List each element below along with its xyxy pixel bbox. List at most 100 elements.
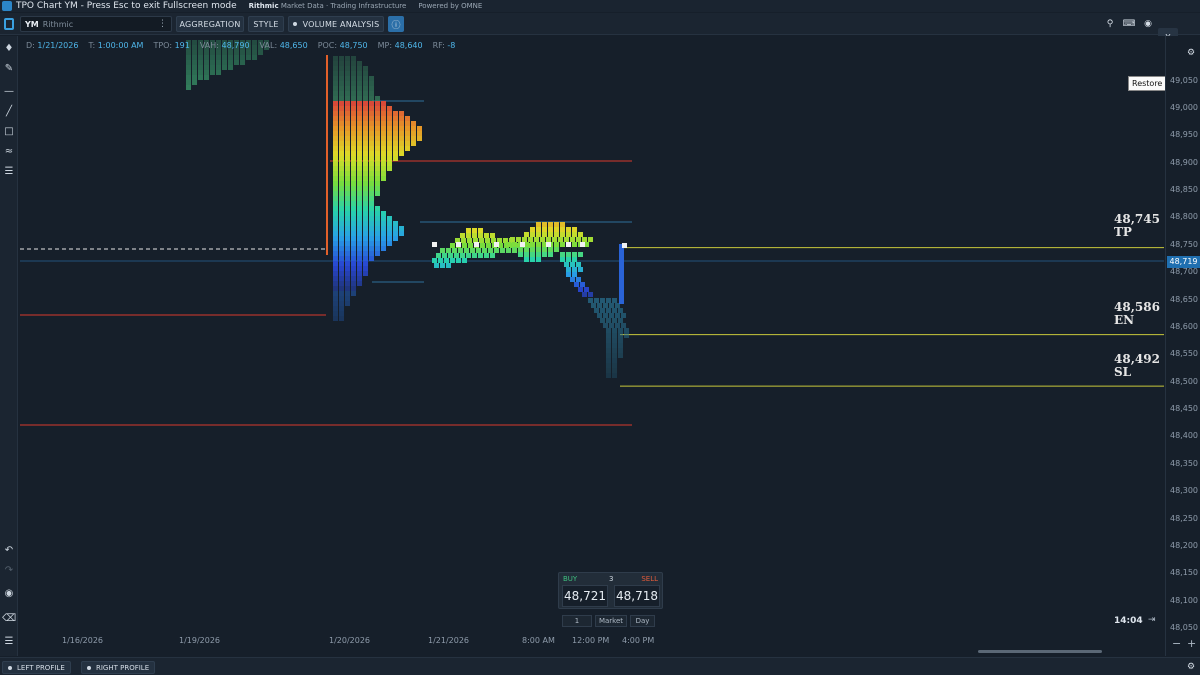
tpo-block [375, 221, 380, 226]
scroll-to-end-icon[interactable]: ⇥ [1148, 615, 1156, 625]
keyboard-icon[interactable]: ⌨ [1122, 19, 1136, 29]
bullet-icon [292, 22, 297, 26]
zoom-search-icon[interactable]: ⚲ [1106, 19, 1114, 29]
tpo-block [333, 126, 338, 131]
tpo-block [363, 266, 368, 271]
zoom-in-icon[interactable]: + [1187, 637, 1197, 650]
tpo-block [198, 65, 203, 70]
sell-price-button[interactable]: 48,718 [614, 585, 660, 607]
symbol-selector[interactable]: YM Rithmic ⋮ [20, 16, 172, 32]
price-tick-label: 48,100 [1170, 595, 1198, 605]
tpo-block [375, 151, 380, 156]
mouse-icon[interactable]: ◉ [1144, 19, 1152, 29]
volume-analysis-label: VOLUME ANALYSIS [302, 19, 380, 29]
pencil-icon[interactable]: ✎ [4, 62, 14, 74]
tpo-block [204, 60, 209, 65]
fibonacci-icon[interactable]: ≈ [4, 145, 14, 157]
symbol-name: YM [25, 19, 39, 29]
quantity-input[interactable]: 1 [562, 615, 592, 627]
chart-svg[interactable] [19, 36, 1165, 656]
tpo-block [478, 233, 483, 238]
style-button[interactable]: STYLE [248, 16, 284, 32]
horizontal-scrollbar[interactable] [978, 650, 1102, 653]
price-tick-label: 48,600 [1170, 321, 1198, 331]
brand-rithmic: Rithmic Market Data · Trading Infrastruc… [248, 2, 407, 10]
volume-analysis-button[interactable]: VOLUME ANALYSIS [288, 16, 384, 32]
tpo-block [345, 146, 350, 151]
tpo-block [387, 126, 392, 131]
settings-icon[interactable]: ⚙ [1186, 48, 1196, 58]
more-vertical-icon[interactable]: ⋮ [158, 19, 167, 29]
tpo-block [339, 246, 344, 251]
bell-icon[interactable]: ♦ [4, 42, 14, 54]
tif-select[interactable]: Day [630, 615, 655, 627]
zoom-out-icon[interactable]: − [1172, 637, 1182, 650]
tpo-block [476, 248, 481, 253]
aggregation-button[interactable]: AGGREGATION [176, 16, 244, 32]
tpo-block [363, 176, 368, 181]
tpo-block [560, 222, 565, 227]
left-profile-button[interactable]: LEFT PROFILE [2, 661, 71, 674]
tpo-block [615, 313, 620, 318]
tpo-block [333, 276, 338, 281]
tpo-block [381, 166, 386, 171]
tpo-block [204, 70, 209, 75]
tpo-block [333, 121, 338, 126]
buy-price-button[interactable]: 48,721 [562, 585, 608, 607]
tpo-block [363, 156, 368, 161]
tpo-block [186, 55, 191, 60]
tpo-block [619, 254, 624, 259]
tpo-block [357, 166, 362, 171]
settings-icon[interactable]: ⚙ [1186, 662, 1196, 672]
panel-toggle-button[interactable] [2, 16, 16, 32]
tpo-block [618, 353, 623, 358]
price-axis[interactable]: 49,050 49,000 48,950 48,900 48,850 48,800 48,7… [1165, 36, 1200, 656]
tpo-block [518, 252, 523, 257]
order-type-select[interactable]: Market [595, 615, 627, 627]
tpo-block [216, 55, 221, 60]
tpo-block [333, 161, 338, 166]
tpo-block [375, 116, 380, 121]
tp-name: TP [1114, 225, 1132, 239]
tpo-block [333, 116, 338, 121]
tpo-block [345, 246, 350, 251]
tpo-block [357, 231, 362, 236]
redo-icon[interactable]: ↷ [4, 564, 14, 576]
rectangle-icon[interactable]: □ [4, 125, 14, 137]
tpo-block [363, 106, 368, 111]
list-icon[interactable]: ☰ [4, 635, 14, 647]
tpo-block [204, 75, 209, 80]
val-key: VAL: [259, 41, 278, 50]
sl-level-label: 48,492 SL [1114, 353, 1198, 379]
tpo-block [369, 116, 374, 121]
tpo-block [455, 238, 460, 243]
bullet-icon [8, 665, 12, 670]
tpo-block [339, 86, 344, 91]
tpo-block [576, 237, 581, 242]
tpo-block [369, 181, 374, 186]
price-tick-label: 48,750 [1170, 239, 1198, 249]
tpo-block [619, 294, 624, 299]
tpo-block [357, 121, 362, 126]
info-icon[interactable]: ⓘ [388, 16, 404, 32]
template-icon[interactable]: ☰ [4, 165, 14, 177]
eye-icon[interactable]: ◉ [4, 587, 14, 599]
tpo-block [618, 318, 623, 323]
tpo-block [572, 252, 577, 257]
tpo-block [393, 141, 398, 146]
tpo-block [578, 287, 583, 292]
tpo-block [345, 206, 350, 211]
tpo-block [351, 166, 356, 171]
horizontal-line-icon[interactable]: — [4, 85, 14, 97]
trendline-icon[interactable]: ╱ [5, 105, 13, 117]
tpo-block [546, 237, 551, 242]
trash-icon[interactable]: ⌫ [1, 612, 17, 624]
title-bar: TPO Chart YM - Press Esc to exit Fullscr… [0, 0, 1200, 12]
tpo-block [351, 236, 356, 241]
right-profile-button[interactable]: RIGHT PROFILE [81, 661, 156, 674]
tpo-block [204, 55, 209, 60]
tpo-chart-canvas[interactable] [19, 36, 1165, 656]
undo-icon[interactable]: ↶ [4, 544, 14, 556]
date-label: 1/20/2026 [329, 636, 371, 645]
tpo-block [619, 289, 624, 294]
